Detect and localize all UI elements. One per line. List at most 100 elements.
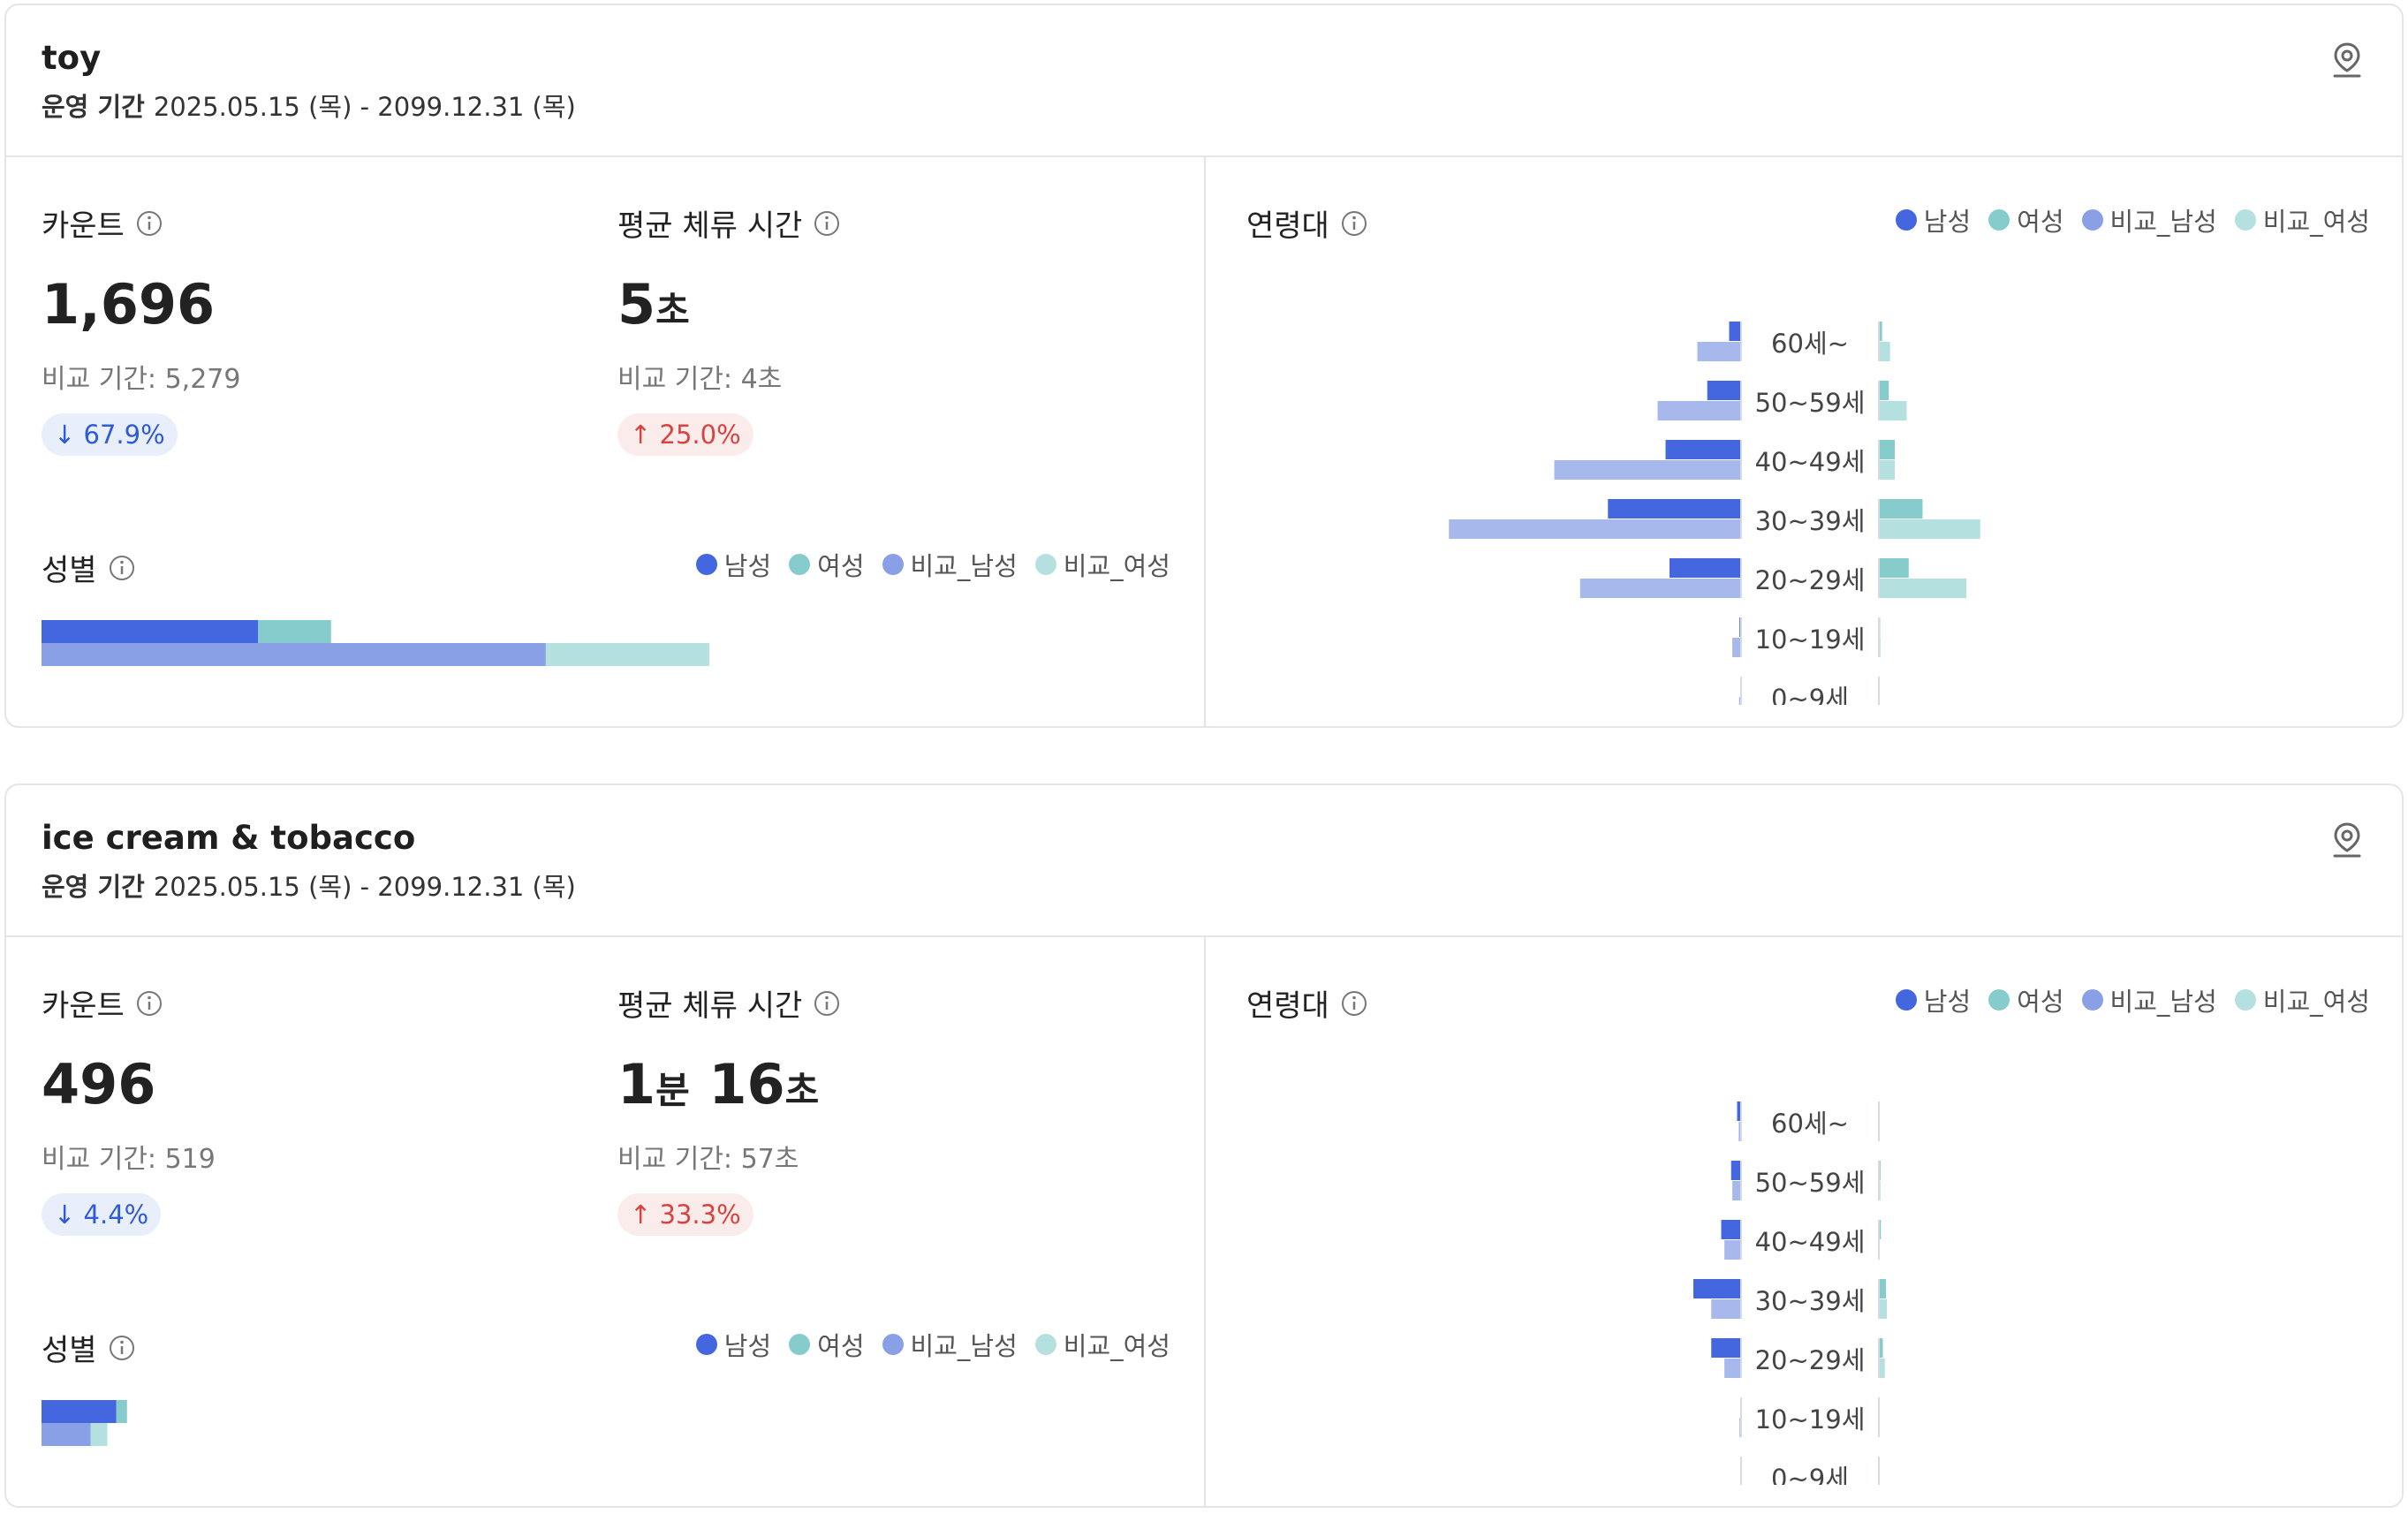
legend-item-compare-female[interactable]: 비교_여성 (1034, 546, 1170, 583)
age-bar-compare-male (1579, 579, 1741, 598)
age-bar-female (1879, 1220, 1882, 1239)
age-chart: 60세~ 50~59세 40~49세 30~39세 20~29세 10~19세 0~9세 (1449, 322, 1980, 705)
count-compare: 비교 기간: 519 (42, 1144, 216, 1175)
count-change: 4.4% (83, 1200, 149, 1230)
card-header: ice cream & tobacco 운영 기간 2025.05.15 (목) … (6, 785, 2402, 937)
dwell-change: 33.3% (659, 1200, 741, 1230)
legend-label: 여성 (817, 551, 865, 581)
dwell-value-unit: 초 (655, 289, 690, 332)
dwell-title: 평균 체류 시간 (617, 981, 841, 1025)
age-bar-compare-male (1738, 1122, 1741, 1141)
gender-chart (42, 620, 709, 666)
count-compare: 비교 기간: 5,279 (42, 364, 241, 395)
arrow-up-icon: ↑ (630, 1200, 652, 1230)
age-category-label: 40~49세 (1755, 447, 1866, 477)
age-panel: 연령대 남성 여성 비교_남성 비교_여성 60세~ 50~59세 40~49세 30… (1208, 937, 2402, 1506)
legend-dot (882, 1334, 904, 1355)
legend-item-male[interactable]: 남성 (695, 1326, 771, 1363)
age-bar-female (1879, 499, 1923, 519)
arrow-down-icon: ↓ (54, 1200, 76, 1230)
legend-item-female[interactable]: 여성 (789, 1326, 865, 1363)
age-bar-male (1730, 1161, 1741, 1180)
age-bar-compare-male (1724, 1359, 1741, 1378)
age-title: 연령대 (1246, 201, 1368, 245)
dwell-value-number: 16 (708, 1052, 785, 1117)
legend-item-female[interactable]: 여성 (789, 546, 865, 583)
legend-label: 비교_남성 (910, 1331, 1018, 1361)
legend-item-compare-male[interactable]: 비교_남성 (2081, 201, 2217, 238)
age-bar-female (1879, 381, 1889, 400)
legend-item-compare-male[interactable]: 비교_남성 (2081, 981, 2217, 1018)
age-bar-female (1879, 322, 1882, 341)
map-pin-icon[interactable] (2329, 41, 2365, 79)
period-value: 2025.05.15 (목) - 2099.12.31 (목) (153, 872, 576, 902)
age-chart: 60세~ 50~59세 40~49세 30~39세 20~29세 10~19세 0~9세 (1693, 1101, 1887, 1485)
store-name: toy (42, 39, 102, 77)
info-circle-icon[interactable] (813, 989, 841, 1018)
legend-item-compare-male[interactable]: 비교_남성 (882, 546, 1018, 583)
count-title-label: 카운트 (42, 208, 125, 244)
age-category-label: 10~19세 (1755, 1404, 1866, 1435)
age-bar-male (1665, 440, 1741, 459)
arrow-up-icon: ↑ (630, 420, 652, 450)
legend-item-female[interactable]: 여성 (1988, 201, 2064, 238)
legend-item-male[interactable]: 남성 (695, 546, 771, 583)
period-value: 2025.05.15 (목) - 2099.12.31 (목) (153, 92, 576, 122)
gender-bar-compare-female (90, 1423, 108, 1446)
age-bar-male (1608, 499, 1741, 519)
info-circle-icon[interactable] (813, 209, 841, 238)
info-circle-icon[interactable] (135, 209, 163, 238)
age-bar-male (1737, 1101, 1741, 1121)
legend-item-compare-female[interactable]: 비교_여성 (2234, 201, 2370, 238)
legend-label: 비교_여성 (1063, 551, 1170, 581)
gender-bar-compare-female (545, 643, 709, 666)
dwell-value-number: 5 (617, 272, 656, 337)
age-bar-compare-male (1724, 1240, 1741, 1260)
legend-item-compare-female[interactable]: 비교_여성 (2234, 981, 2370, 1018)
gender-title-label: 성별 (42, 553, 97, 588)
legend-item-male[interactable]: 남성 (1895, 201, 1972, 238)
legend-item-compare-male[interactable]: 비교_남성 (882, 1326, 1018, 1363)
legend-dot (695, 1334, 717, 1355)
legend-dot (1895, 989, 1917, 1011)
age-bar-male (1670, 558, 1741, 578)
legend-dot (1895, 209, 1917, 231)
operating-period: 운영 기간 2025.05.15 (목) - 2099.12.31 (목) (42, 867, 576, 904)
age-bar-female (1879, 558, 1909, 578)
dwell-value: 1분 16초 (617, 1052, 819, 1117)
count-change-badge: ↓ 4.4% (42, 1193, 162, 1236)
legend-dot (1034, 554, 1056, 575)
map-pin-icon[interactable] (2329, 821, 2365, 859)
age-title-label: 연령대 (1246, 208, 1329, 244)
age-category-label: 60세~ (1771, 1109, 1849, 1139)
store-name: ice cream & tobacco (42, 819, 416, 857)
age-bar-compare-female (1879, 519, 1980, 539)
dwell-change-badge: ↑ 25.0% (617, 413, 753, 456)
info-circle-icon[interactable] (135, 989, 163, 1018)
info-circle-icon[interactable] (108, 554, 136, 582)
legend-dot (1988, 989, 2010, 1011)
gender-title-label: 성별 (42, 1333, 97, 1368)
age-title-label: 연령대 (1246, 988, 1329, 1024)
info-circle-icon[interactable] (108, 1334, 136, 1362)
info-circle-icon[interactable] (1340, 989, 1368, 1018)
age-category-label: 20~29세 (1755, 565, 1866, 595)
legend-label: 남성 (1923, 207, 1972, 237)
age-category-label: 20~29세 (1755, 1345, 1866, 1375)
legend-item-female[interactable]: 여성 (1988, 981, 2064, 1018)
legend-item-male[interactable]: 남성 (1895, 981, 1971, 1018)
legend-label: 여성 (2017, 987, 2064, 1017)
dwell-compare: 비교 기간: 4초 (617, 364, 783, 395)
period-label: 운영 기간 (42, 92, 145, 122)
age-bar-compare-male (1732, 1181, 1741, 1200)
dwell-title-label: 평균 체류 시간 (617, 988, 803, 1024)
arrow-down-icon: ↓ (54, 420, 76, 450)
info-circle-icon[interactable] (1340, 209, 1368, 238)
dwell-title-label: 평균 체류 시간 (617, 208, 803, 244)
count-title: 카운트 (42, 201, 163, 245)
age-bar-compare-female (1879, 460, 1895, 480)
age-category-label: 60세~ (1771, 329, 1849, 359)
legend-item-compare-female[interactable]: 비교_여성 (1034, 1326, 1170, 1363)
dwell-value-unit: 초 (784, 1069, 820, 1112)
dwell-value: 5초 (617, 272, 690, 337)
